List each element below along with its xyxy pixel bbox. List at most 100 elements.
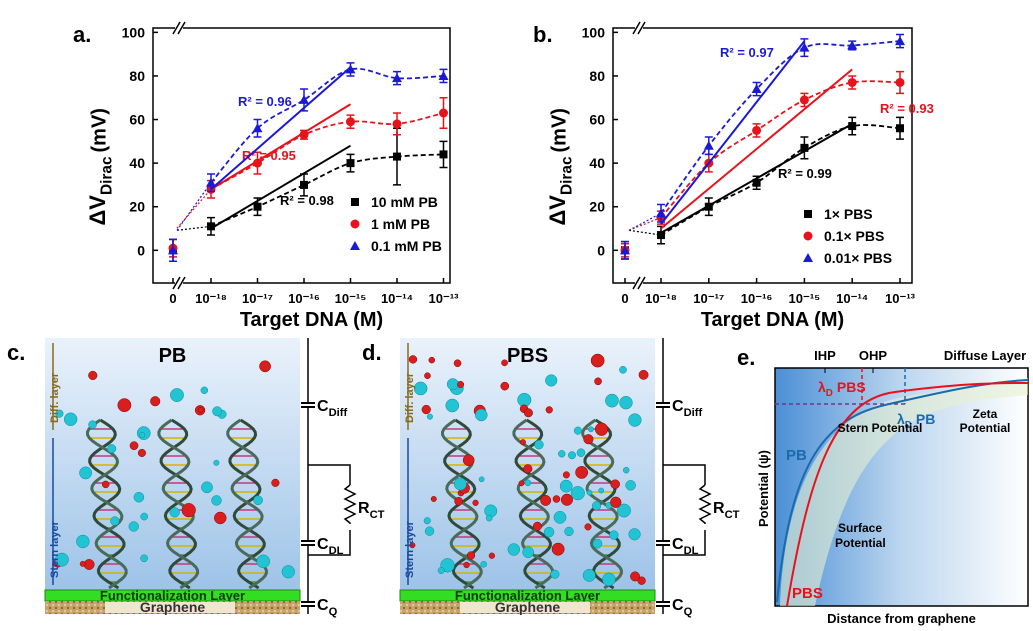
data-point (346, 159, 355, 168)
cation (630, 571, 640, 582)
ohp-label: OHP (859, 348, 888, 363)
anion (133, 491, 145, 503)
cation (519, 439, 526, 446)
capacitor-label-main: C (317, 398, 329, 415)
legend-label: 0.1 mM PB (371, 238, 442, 254)
anion (110, 516, 120, 526)
legend-marker (803, 253, 813, 262)
capacitor-gap (301, 602, 315, 606)
anion (107, 444, 117, 454)
cation (584, 523, 592, 531)
x-tick-label: 10⁻¹⁸ (645, 291, 677, 306)
y-tick-label: 60 (129, 112, 145, 128)
cation (532, 521, 542, 531)
anion (253, 495, 263, 506)
x-tick-label: 10⁻¹⁶ (741, 291, 773, 306)
anion (545, 374, 558, 387)
data-point (253, 202, 262, 211)
y-axis-unit: (mV) (549, 108, 571, 152)
stern-layer-label: Stern layer (404, 520, 416, 578)
data-point (345, 64, 356, 74)
cation (454, 497, 463, 506)
cation (637, 576, 646, 585)
cation (500, 381, 510, 391)
capacitor-label-main: C (317, 536, 329, 553)
axis-break (637, 21, 646, 35)
cation (430, 496, 437, 502)
capacitor (656, 601, 670, 607)
functionalization-label: Functionalization Layer (455, 588, 600, 603)
anion (619, 396, 633, 410)
lambda-pbs-label-main: λ (818, 379, 826, 395)
x-tick-label: 10⁻¹⁷ (693, 291, 724, 306)
x-tick-label: 10⁻¹³ (429, 291, 460, 306)
anion (478, 476, 485, 483)
cation (590, 353, 605, 368)
fit-curve (210, 112, 444, 191)
data-point (168, 245, 178, 255)
fit-connector (176, 182, 212, 231)
x-tick-label: 10⁻¹⁷ (242, 291, 273, 306)
capacitor-label: CDiff (672, 398, 702, 419)
anion (522, 546, 534, 558)
anion (213, 459, 220, 466)
capacitor-label-sub: Diff (684, 407, 703, 419)
x-tick-label: 10⁻¹⁸ (195, 291, 227, 306)
data-point (895, 36, 905, 46)
anion (564, 526, 574, 537)
y-tick-label: 0 (597, 242, 605, 258)
anion (598, 487, 604, 494)
anion (550, 569, 560, 579)
stern-potential-label: Stern Potential (838, 421, 923, 435)
graphene-label: Graphene (140, 599, 206, 615)
x-axis-label: Target DNA (M) (240, 309, 383, 331)
fit-connector (176, 225, 212, 231)
lambda-pb-label-rest: PB (916, 411, 935, 427)
data-point (392, 73, 402, 83)
legend-label: 0.01× PBS (824, 250, 892, 266)
r2-label: R² = 0.96 (238, 94, 292, 109)
data-point (847, 77, 857, 87)
dna-strand (226, 418, 268, 590)
fit-curve (660, 40, 901, 214)
anion (485, 514, 493, 522)
anion (140, 512, 149, 521)
x-axis-label: Target DNA (M) (701, 309, 844, 331)
circuit-wire (662, 338, 706, 614)
anion (128, 521, 139, 532)
data-point (299, 94, 309, 104)
capacitor-label-sub: DL (329, 545, 344, 557)
lambda-pbs-label-sub: D (826, 388, 833, 399)
fit-line (660, 40, 806, 225)
resistor (698, 484, 712, 524)
legend-marker (804, 210, 812, 218)
cation (259, 360, 271, 373)
diff-layer-label: Diff. layer (404, 372, 416, 423)
anion (63, 412, 78, 426)
anion (54, 552, 69, 567)
cation (523, 408, 533, 418)
axis-break-gap (175, 279, 183, 287)
capacitor-gap (656, 403, 670, 407)
cation (409, 542, 416, 549)
axis-break (632, 21, 641, 35)
anion (625, 480, 636, 491)
data-point (751, 84, 762, 94)
pbs-curve (786, 382, 1029, 607)
anion (628, 528, 641, 541)
cation (88, 370, 98, 381)
zeta-label: Zeta (973, 407, 998, 421)
data-point (752, 125, 762, 135)
resistor-label-sub: CT (725, 509, 740, 521)
data-point (657, 231, 665, 240)
y-axis-label-main: ΔV (545, 195, 570, 226)
capacitor (301, 601, 315, 607)
anion (281, 565, 295, 579)
r2-label: R² = 0.98 (280, 193, 334, 208)
y-tick-label: 0 (137, 242, 145, 258)
capacitor-label-sub: Q (684, 606, 693, 618)
cation (453, 359, 462, 368)
r2-label: R² = 0.99 (778, 166, 832, 181)
fit-line (660, 68, 853, 230)
x-axis-label: Distance from graphene (827, 611, 976, 626)
